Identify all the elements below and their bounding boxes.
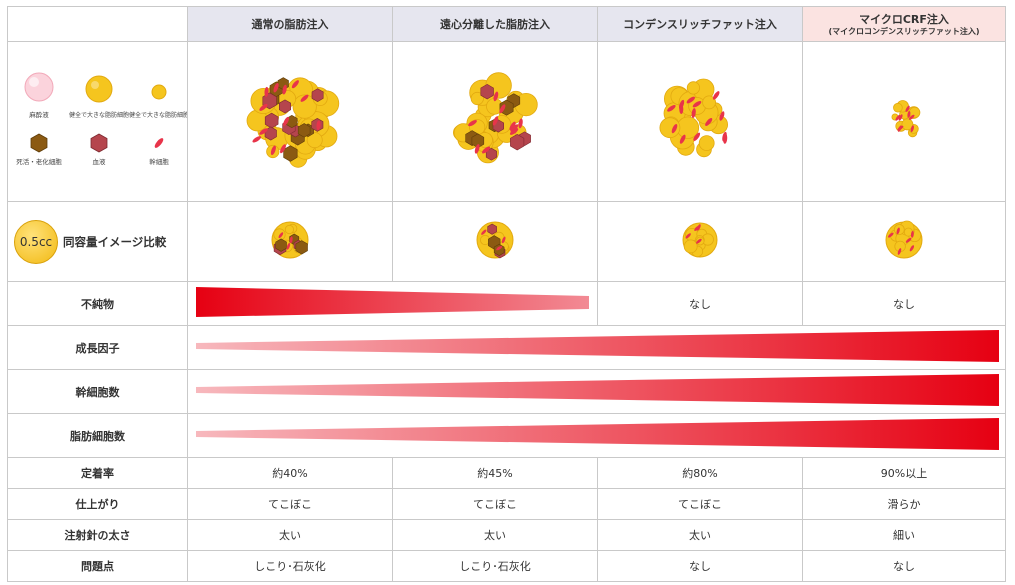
legend-label: 麻酔液	[29, 110, 49, 119]
growth-factors-wedge	[195, 330, 999, 362]
finish-crf: てこぼこ	[597, 488, 803, 520]
legend-large-fat-cell-icon	[85, 75, 112, 103]
cluster-cell-crf	[597, 41, 803, 202]
finish-centrifuged: てこぼこ	[392, 488, 598, 520]
volume-cluster-micro-crf	[885, 220, 923, 259]
column-header-crf: コンデンスリッチファット注入	[597, 6, 803, 42]
impurities-wedge-cell	[187, 281, 598, 326]
row-label-impurities: 不純物	[7, 281, 188, 326]
row-label-finish: 仕上がり	[7, 488, 188, 520]
fat-cell-wedge	[195, 418, 999, 450]
legend-label: 死活・老化細胞	[16, 157, 62, 166]
volume-cluster-normal	[271, 221, 309, 259]
row-label-needle-thickness: 注射針の太さ	[7, 519, 188, 551]
legend-anesthetic-icon	[24, 72, 53, 102]
problems-micro-crf: なし	[802, 550, 1006, 582]
volume-badge-text: 0.5cc	[19, 234, 53, 249]
survival-rate-centrifuged: 約45%	[392, 457, 598, 489]
volume-cell-micro-crf	[802, 201, 1006, 282]
volume-cluster-centrifuged	[476, 221, 514, 259]
volume-cell-crf	[597, 201, 803, 282]
legend-label: 幹細胞	[149, 157, 169, 166]
legend-dead-cell-icon	[30, 133, 47, 153]
legend-fat-cell-icon	[151, 84, 166, 100]
volume-badge: 0.5cc	[14, 219, 58, 264]
volume-cell-centrifuged	[392, 201, 598, 282]
row-label-survival-rate: 定着率	[7, 457, 188, 489]
column-header-normal: 通常の脂肪注入	[187, 6, 393, 42]
needle-normal: 太い	[187, 519, 393, 551]
needle-crf: 太い	[597, 519, 803, 551]
problems-normal: しこり･石灰化	[187, 550, 393, 582]
survival-rate-micro-crf: 90%以上	[802, 457, 1006, 489]
impurities-wedge	[195, 287, 589, 317]
finish-micro-crf: 滑らか	[802, 488, 1006, 520]
row-label-growth-factors: 成長因子	[7, 325, 188, 370]
stem-cell-wedge	[195, 374, 999, 406]
column-header-centrifuged: 遠心分離した脂肪注入	[392, 6, 598, 42]
cluster-cell-centrifuged	[392, 41, 598, 202]
legend-label: 血液	[92, 157, 106, 166]
row-label-problems: 問題点	[7, 550, 188, 582]
column-title: コンデンスリッチファット注入	[623, 17, 777, 31]
impurities-value-crf: なし	[597, 281, 803, 326]
legend-label: 健全で大きな脂肪細胞	[68, 111, 128, 119]
fat-cell-wedge-cell	[187, 413, 1006, 458]
legend-blood-icon	[90, 133, 107, 153]
corner-cell	[7, 6, 188, 42]
column-header-micro-crf: マイクロCRF注入 (マイクロコンデンスリッチファット注入)	[802, 6, 1006, 42]
legend: 麻酔液 健全で大きな脂肪細胞 健全で大きな脂肪細胞 死活・老化細胞 血液 幹細胞	[16, 72, 189, 166]
row-label-stem-cell-count: 幹細胞数	[7, 369, 188, 414]
cluster-cell-micro-crf	[802, 41, 1006, 202]
needle-centrifuged: 太い	[392, 519, 598, 551]
column-title: 遠心分離した脂肪注入	[440, 17, 550, 31]
needle-micro-crf: 細い	[802, 519, 1006, 551]
comparison-table: 通常の脂肪注入 遠心分離した脂肪注入 コンデンスリッチファット注入 マイクロCR…	[7, 6, 1006, 582]
volume-row-head: 0.5cc 同容量イメージ比較	[7, 201, 188, 282]
fat-cluster-crf	[659, 78, 729, 158]
fat-cluster-normal	[246, 77, 340, 168]
survival-rate-normal: 約40%	[187, 457, 393, 489]
legend-cell: 麻酔液 健全で大きな脂肪細胞 健全で大きな脂肪細胞 死活・老化細胞 血液 幹細胞	[7, 41, 189, 202]
column-subtitle: (マイクロコンデンスリッチファット注入)	[828, 26, 980, 36]
volume-row-label: 同容量イメージ比較	[63, 234, 167, 249]
stem-cell-wedge-cell	[187, 369, 1006, 414]
legend-label: 健全で大きな脂肪細胞	[128, 111, 186, 119]
column-title: マイクロCRF注入	[859, 12, 949, 26]
finish-normal: てこぼこ	[187, 488, 393, 520]
fat-cluster-micro-crf	[891, 100, 921, 138]
volume-cell-normal	[187, 201, 393, 282]
problems-crf: なし	[597, 550, 803, 582]
column-title: 通常の脂肪注入	[251, 17, 329, 31]
growth-factors-wedge-cell	[187, 325, 1006, 370]
fat-cluster-centrifuged	[452, 72, 538, 164]
cluster-cell-normal	[187, 41, 393, 202]
problems-centrifuged: しこり･石灰化	[392, 550, 598, 582]
volume-cluster-crf	[682, 222, 718, 258]
legend-stem-cell-icon	[154, 138, 163, 148]
row-label-fat-cell-count: 脂肪細胞数	[7, 413, 188, 458]
impurities-value-micro-crf: なし	[802, 281, 1006, 326]
survival-rate-crf: 約80%	[597, 457, 803, 489]
